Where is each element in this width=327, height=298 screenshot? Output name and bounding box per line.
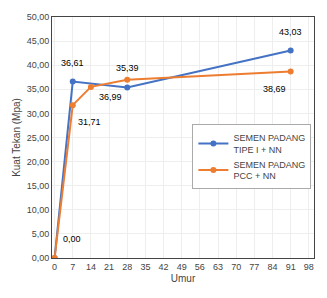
svg-text:43,03: 43,03 [279,27,302,37]
svg-text:98: 98 [304,262,314,272]
svg-text:0: 0 [52,262,57,272]
svg-text:7: 7 [70,262,75,272]
svg-text:70: 70 [231,262,241,272]
svg-text:91: 91 [286,262,296,272]
svg-text:15,00: 15,00 [27,181,50,191]
svg-text:42: 42 [159,262,169,272]
svg-text:25,00: 25,00 [27,133,50,143]
svg-text:36,99: 36,99 [99,92,122,102]
svg-text:31,71: 31,71 [78,117,101,127]
svg-text:14: 14 [86,262,96,272]
svg-text:35,00: 35,00 [27,84,50,94]
svg-text:30,00: 30,00 [27,109,50,119]
svg-text:Kuat Tekan (Mpa): Kuat Tekan (Mpa) [11,98,22,177]
svg-text:5,00: 5,00 [32,229,50,239]
svg-text:45,00: 45,00 [27,36,50,46]
svg-text:SEMEN PADANGTIPE I + NN: SEMEN PADANGTIPE I + NN [233,133,305,155]
svg-text:35: 35 [140,262,150,272]
svg-text:10,00: 10,00 [27,205,50,215]
svg-text:63: 63 [213,262,223,272]
svg-text:38,69: 38,69 [263,84,286,94]
svg-text:50,00: 50,00 [27,12,50,22]
svg-text:Umur: Umur [171,273,196,284]
svg-text:77: 77 [249,262,259,272]
svg-text:56: 56 [195,262,205,272]
svg-text:28: 28 [122,262,132,272]
svg-text:36,61: 36,61 [61,58,84,68]
svg-text:20,00: 20,00 [27,157,50,167]
svg-text:84: 84 [267,262,277,272]
svg-text:49: 49 [177,262,187,272]
svg-text:35,39: 35,39 [116,63,139,73]
svg-text:21: 21 [104,262,114,272]
svg-text:40,00: 40,00 [27,60,50,70]
svg-text:0,00: 0,00 [63,234,81,244]
svg-text:SEMEN PADANGPCC + NN: SEMEN PADANGPCC + NN [233,160,305,182]
svg-text:0,00: 0,00 [32,253,50,263]
